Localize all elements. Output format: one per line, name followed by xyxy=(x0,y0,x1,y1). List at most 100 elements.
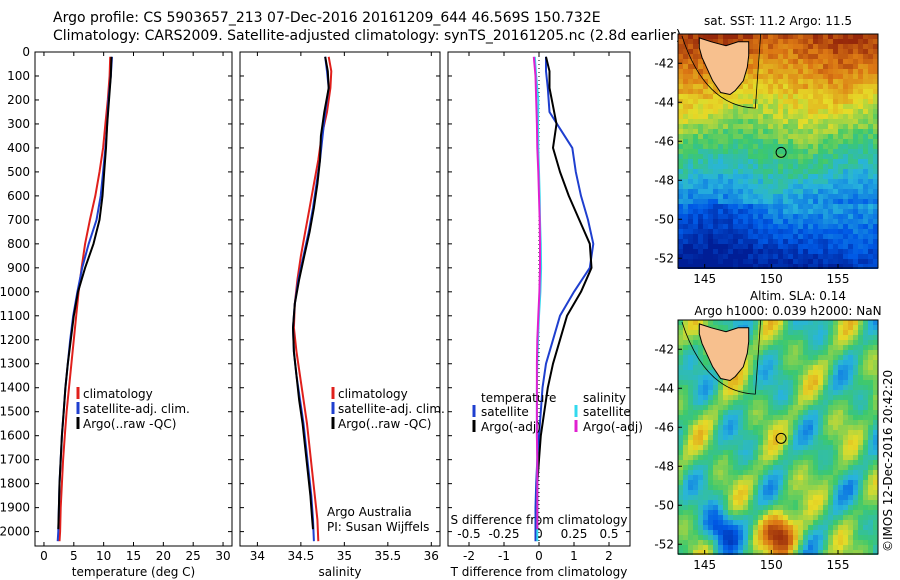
map-cell xyxy=(733,194,738,199)
map-cell xyxy=(758,59,763,64)
map-cell xyxy=(743,144,748,149)
map-cell xyxy=(868,169,873,174)
map-cell xyxy=(868,179,873,184)
map-cell xyxy=(758,500,763,505)
map-cell xyxy=(748,244,753,249)
map-cell xyxy=(783,139,788,144)
map-cell xyxy=(718,320,723,325)
map-cell xyxy=(863,79,868,84)
x-tick-label: 1 xyxy=(570,549,578,563)
map-cell xyxy=(748,124,753,129)
map-cell xyxy=(833,460,838,465)
map-cell xyxy=(703,545,708,550)
map-cell xyxy=(803,239,808,244)
map-cell xyxy=(693,204,698,209)
map-cell xyxy=(758,54,763,59)
map-cell xyxy=(818,214,823,219)
map-cell xyxy=(838,325,843,330)
map-cell xyxy=(783,264,788,269)
map-cell xyxy=(858,515,863,520)
map-cell xyxy=(678,535,683,540)
map-cell xyxy=(703,480,708,485)
map-cell xyxy=(793,39,798,44)
map-cell xyxy=(713,435,718,440)
map-cell xyxy=(778,49,783,54)
map-cell xyxy=(813,535,818,540)
map-cell xyxy=(793,380,798,385)
map-cell xyxy=(723,129,728,134)
map-cell xyxy=(863,375,868,380)
map-cell xyxy=(793,405,798,410)
map-cell xyxy=(763,34,768,39)
map-cell xyxy=(823,435,828,440)
map-cell xyxy=(733,239,738,244)
map-cell xyxy=(703,535,708,540)
map-cell xyxy=(838,455,843,460)
map-cell xyxy=(783,99,788,104)
map-cell xyxy=(683,450,688,455)
map-cell xyxy=(753,249,758,254)
map-cell xyxy=(713,405,718,410)
map-cell xyxy=(873,365,878,370)
map-cell xyxy=(873,345,878,350)
map-cell xyxy=(773,229,778,234)
map-cell xyxy=(818,164,823,169)
map-cell xyxy=(873,254,878,259)
map-cell xyxy=(733,114,738,119)
map-cell xyxy=(858,114,863,119)
map-cell xyxy=(688,219,693,224)
map-cell xyxy=(828,355,833,360)
map-cell xyxy=(753,405,758,410)
map-cell xyxy=(823,380,828,385)
map-cell xyxy=(813,174,818,179)
map-cell xyxy=(718,254,723,259)
map-cell xyxy=(783,510,788,515)
map-cell xyxy=(783,84,788,89)
map-cell xyxy=(868,209,873,214)
map-cell xyxy=(783,209,788,214)
map-cell xyxy=(678,34,683,39)
map-cell xyxy=(768,445,773,450)
map-cell xyxy=(843,254,848,259)
map-cell xyxy=(753,410,758,415)
map-cell xyxy=(768,340,773,345)
map-cell xyxy=(793,234,798,239)
map-cell xyxy=(753,119,758,124)
map-cell xyxy=(853,325,858,330)
map-cell xyxy=(783,194,788,199)
map-cell xyxy=(833,209,838,214)
map-cell xyxy=(818,249,823,254)
map-cell xyxy=(818,64,823,69)
map-cell xyxy=(723,405,728,410)
map-cell xyxy=(748,490,753,495)
map-cell xyxy=(708,525,713,530)
map-cell xyxy=(853,219,858,224)
map-cell xyxy=(863,405,868,410)
map-cell xyxy=(808,370,813,375)
map-cell xyxy=(748,410,753,415)
map-cell xyxy=(758,189,763,194)
map-cell xyxy=(703,69,708,74)
map-cell xyxy=(778,154,783,159)
map-cell xyxy=(693,129,698,134)
map-cell xyxy=(833,380,838,385)
map-cell xyxy=(703,380,708,385)
map-cell xyxy=(778,425,783,430)
map-cell xyxy=(683,164,688,169)
map-cell xyxy=(873,320,878,325)
map-cell xyxy=(808,345,813,350)
map-cell xyxy=(843,495,848,500)
map-cell xyxy=(843,144,848,149)
map-cell xyxy=(823,460,828,465)
map-cell xyxy=(783,79,788,84)
map-cell xyxy=(748,229,753,234)
map-cell xyxy=(813,490,818,495)
map-cell xyxy=(758,450,763,455)
map-cell xyxy=(758,445,763,450)
map-cell xyxy=(873,460,878,465)
map-cell xyxy=(678,59,683,64)
map-cell xyxy=(728,134,733,139)
map-cell xyxy=(708,164,713,169)
map-cell xyxy=(758,204,763,209)
map-cell xyxy=(693,224,698,229)
